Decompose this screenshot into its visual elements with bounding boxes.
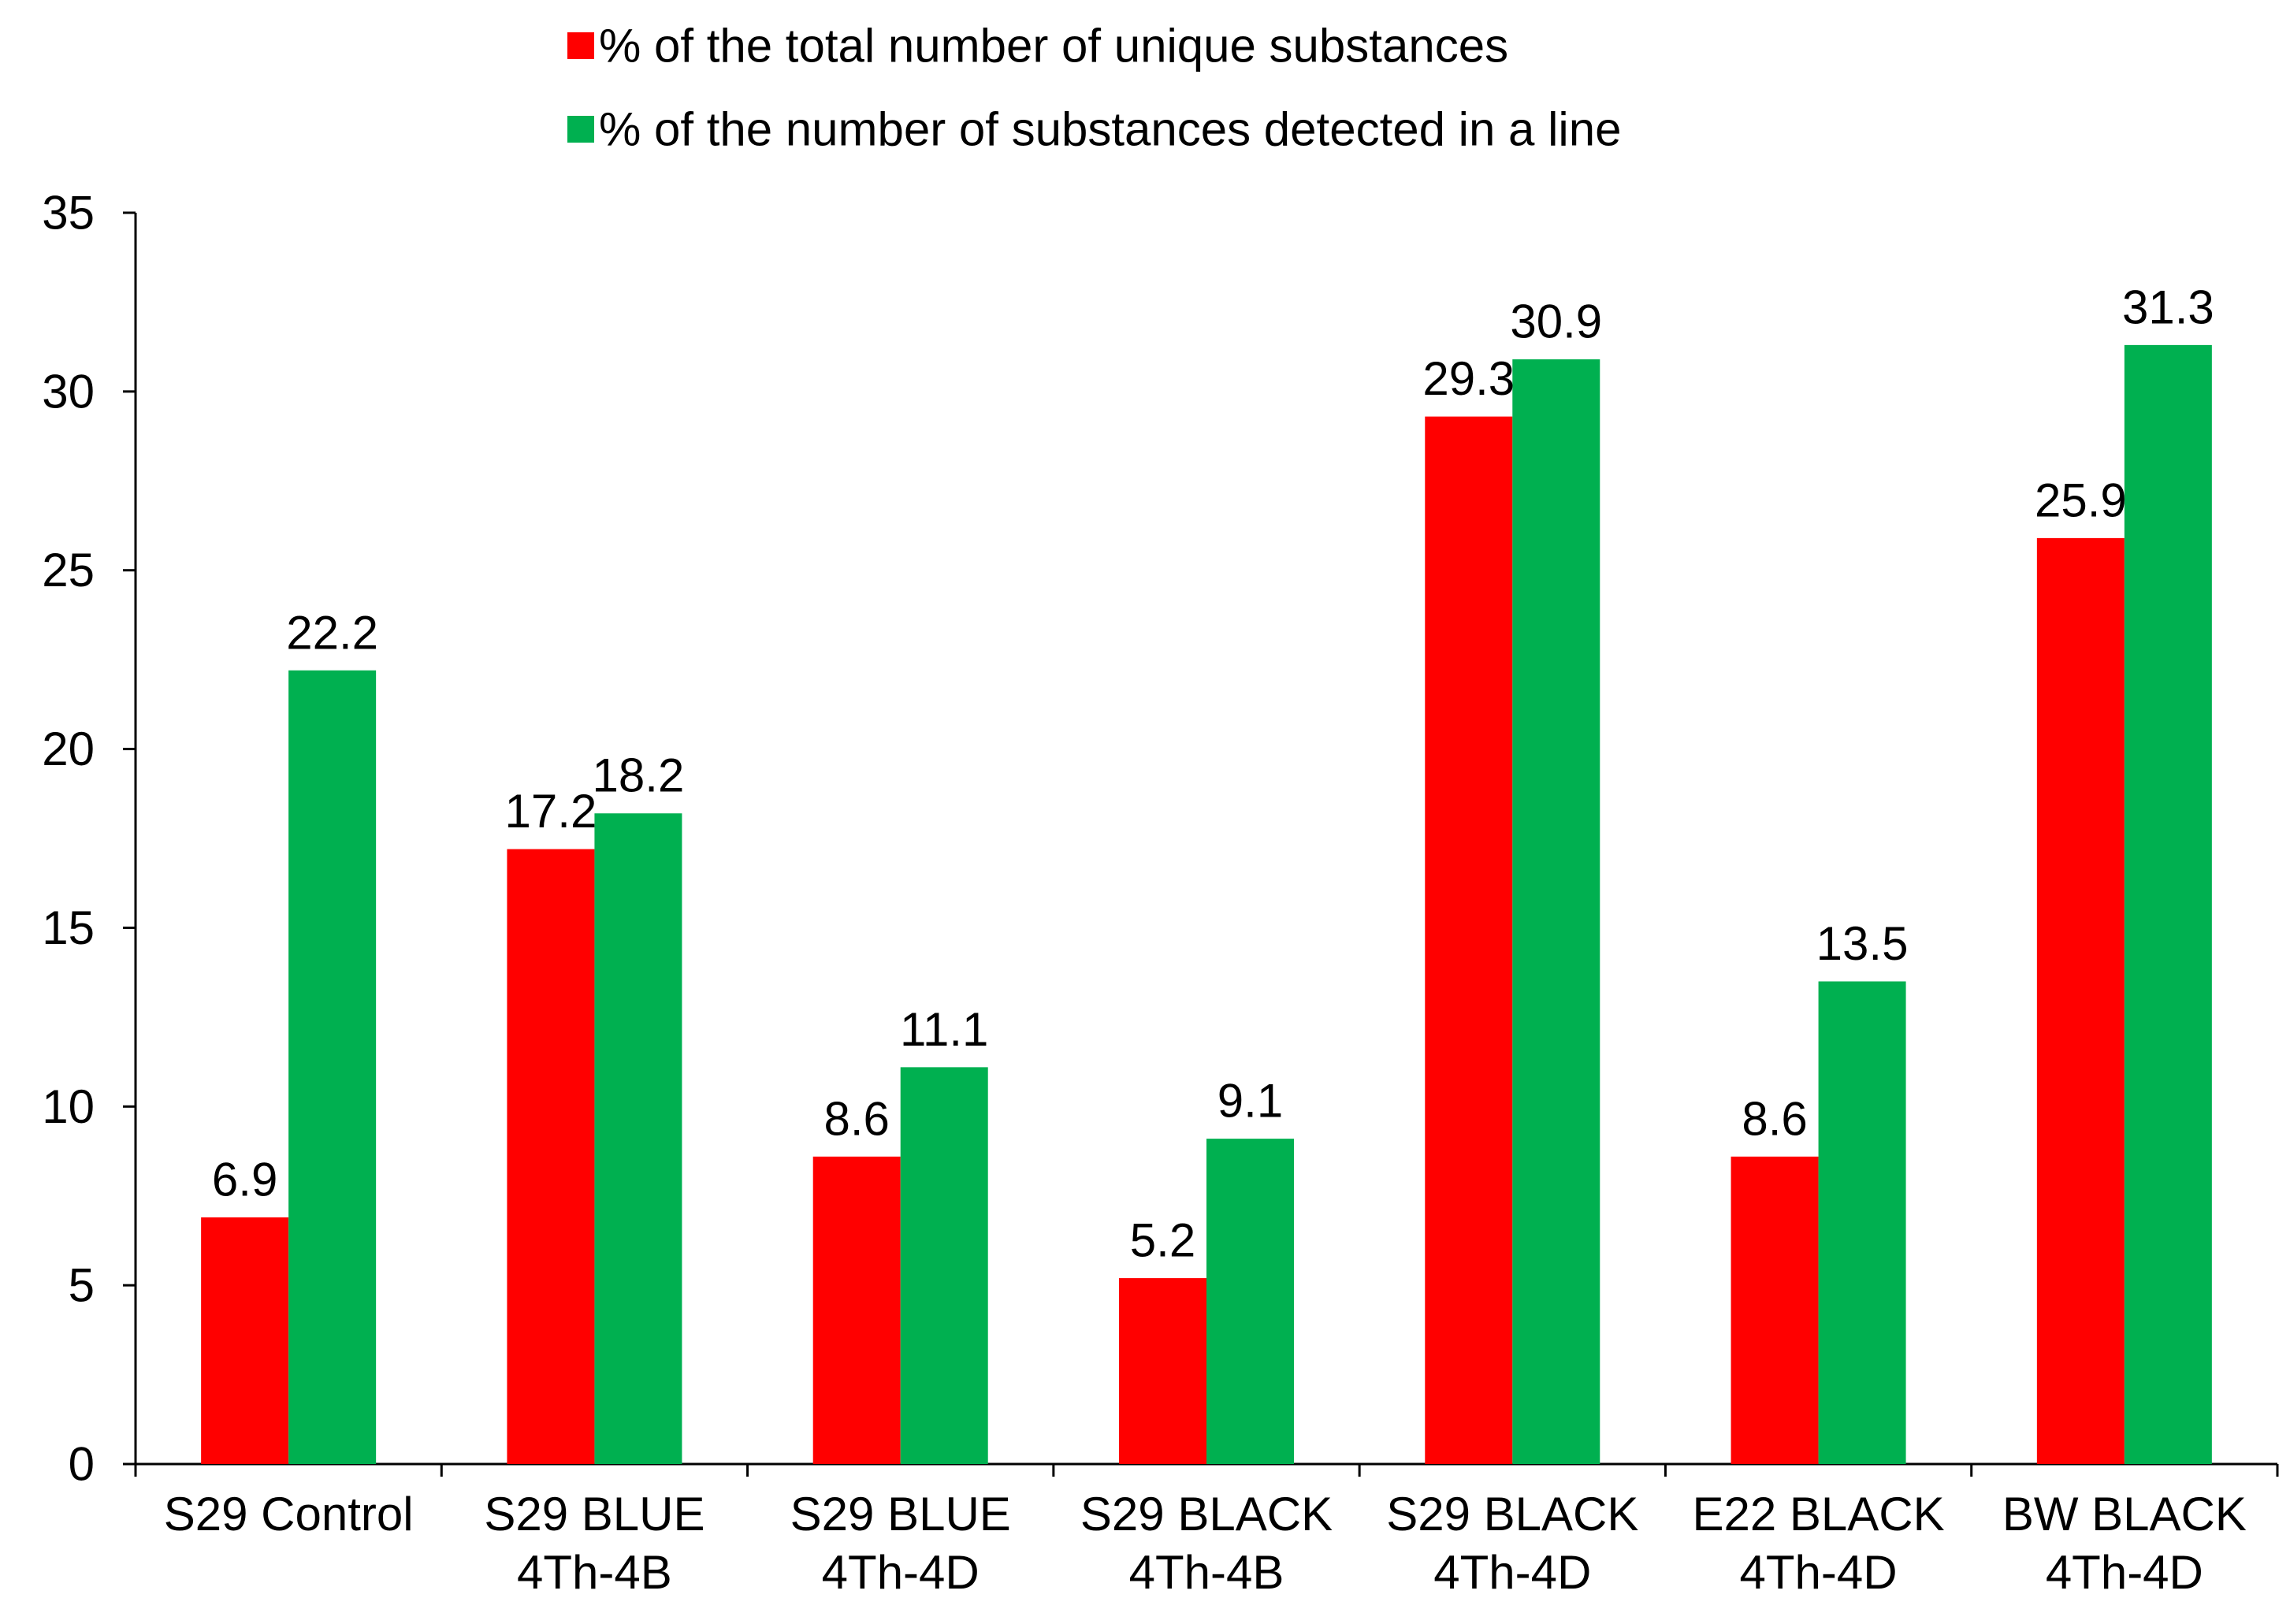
y-tick-label: 5 [69,1259,95,1312]
bar-series2-6 [1818,981,1906,1464]
category-label-line: 4Th-4D [822,1546,980,1599]
legend-label-2: % of the number of substances detected i… [599,103,1621,156]
data-labels: 6.9 17.2 8.6 5.2 29.3 8.6 25.9 22.2 18.2 11.1 9.1 3… [212,281,2214,1266]
bar-series1-7 [2036,537,2125,1464]
legend-label-1: % of the total number of unique substanc… [599,20,1508,72]
value-label-series1-6: 8.6 [1742,1092,1807,1145]
category-label-line: S29 BLACK [1080,1488,1333,1540]
y-tick-label: 20 [42,723,95,775]
bar-series1-3 [812,1156,901,1464]
category-label-line: BW BLACK [2002,1488,2247,1540]
value-label-series1-7: 25.9 [2035,474,2127,526]
bar-series1-1 [201,1217,289,1464]
category-label: S29 Control [164,1488,414,1540]
value-label-series1-3: 8.6 [824,1092,890,1145]
value-label-series1-2: 17.2 [505,785,597,838]
value-label-series2-6: 13.5 [1816,917,1909,970]
category-label-line: S29 BLUE [484,1488,704,1540]
bar-series2-7 [2124,344,2212,1465]
category-label-line: S29 BLACK [1386,1488,1638,1540]
y-tick-label: 0 [69,1438,95,1491]
bar-series2-1 [288,670,377,1464]
legend: % of the total number of unique substanc… [567,20,1621,156]
y-tick-label: 35 [42,187,95,240]
y-tick-label: 10 [42,1080,95,1133]
legend-swatch-1 [567,32,594,59]
bar-series2-5 [1512,359,1600,1465]
value-label-series2-3: 11.1 [900,1003,988,1056]
category-label-line: 4Th-4D [1740,1546,1898,1599]
category-label-line: S29 BLUE [790,1488,1011,1540]
legend-swatch-2 [567,116,594,143]
category-label-line: S29 Control [164,1488,414,1540]
bar-series2-2 [594,813,682,1464]
bar-series1-2 [507,849,595,1464]
category-label: S29 BLUE 4Th-4B [484,1488,704,1599]
y-tick-label: 25 [42,544,95,596]
bar-series1-4 [1119,1278,1206,1464]
category-label: E22 BLACK 4Th-4D [1692,1488,1944,1599]
category-label: S29 BLACK 4Th-4B [1080,1488,1333,1599]
category-label: S29 BLACK 4Th-4D [1386,1488,1638,1599]
value-label-series1-5: 29.3 [1422,352,1515,405]
bars [201,344,2212,1465]
value-label-series2-4: 9.1 [1217,1075,1283,1128]
value-label-series1-1: 6.9 [212,1153,277,1206]
value-label-series1-4: 5.2 [1130,1214,1195,1267]
value-label-series2-2: 18.2 [593,749,685,802]
y-tick-label: 30 [42,365,95,418]
value-label-series2-5: 30.9 [1510,295,1602,348]
bar-series2-4 [1206,1139,1294,1464]
bar-series1-5 [1425,416,1513,1464]
value-label-series2-1: 22.2 [286,606,378,659]
category-label-line: 4Th-4D [2046,1546,2203,1599]
y-tick-label: 15 [42,901,95,954]
category-label: BW BLACK 4Th-4D [2002,1488,2247,1599]
category-label-line: E22 BLACK [1692,1488,1944,1540]
category-label-line: 4Th-4B [517,1546,672,1599]
category-label-line: 4Th-4D [1433,1546,1591,1599]
category-label: S29 BLUE 4Th-4D [790,1488,1011,1599]
bar-series2-3 [900,1067,988,1464]
category-label-line: 4Th-4B [1129,1546,1284,1599]
value-label-series2-7: 31.3 [2122,281,2214,333]
bar-series1-6 [1731,1156,1819,1464]
